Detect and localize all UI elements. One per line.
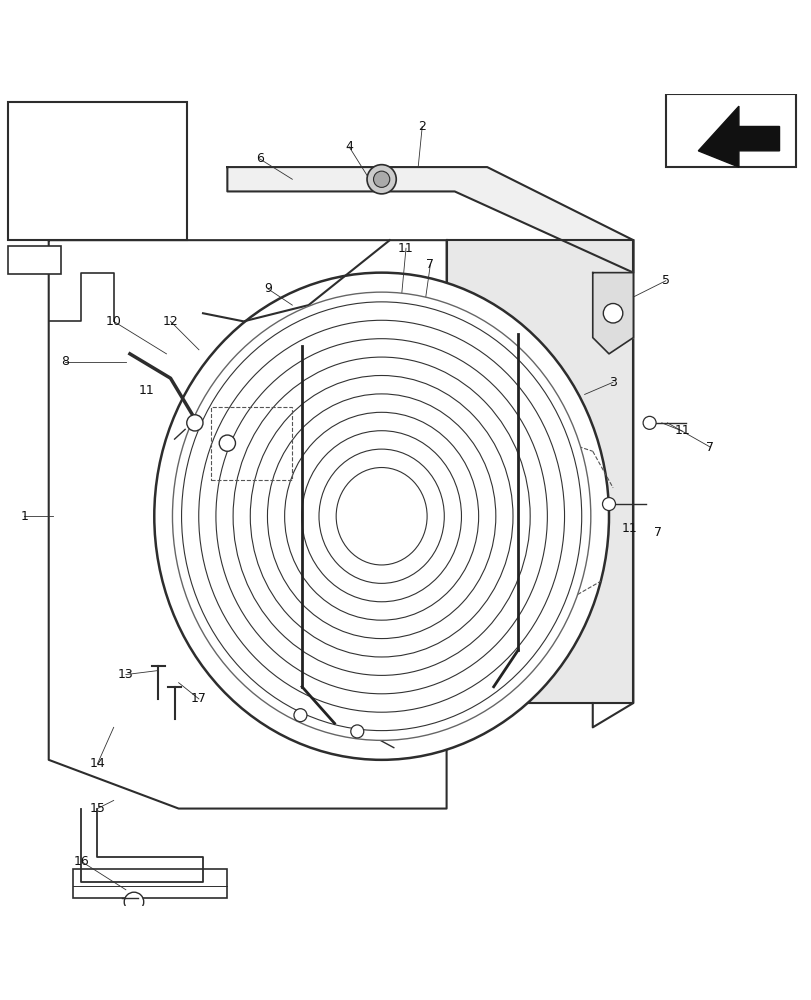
Text: 15: 15 xyxy=(89,802,105,815)
Circle shape xyxy=(219,435,235,451)
Polygon shape xyxy=(446,240,633,703)
Text: 8: 8 xyxy=(61,355,69,368)
Text: 10: 10 xyxy=(105,315,122,328)
Circle shape xyxy=(602,498,615,511)
Text: 7: 7 xyxy=(426,258,434,271)
Bar xyxy=(211,407,292,480)
Polygon shape xyxy=(697,106,779,167)
Polygon shape xyxy=(592,273,633,354)
Circle shape xyxy=(373,171,389,187)
Text: 7: 7 xyxy=(706,441,714,454)
Text: 7: 7 xyxy=(653,526,661,539)
Text: 14: 14 xyxy=(89,757,105,770)
Text: 11: 11 xyxy=(397,242,414,255)
Circle shape xyxy=(603,303,622,323)
Ellipse shape xyxy=(154,273,608,760)
Text: 1: 1 xyxy=(20,510,28,523)
Text: 2: 2 xyxy=(418,120,426,133)
Circle shape xyxy=(187,415,203,431)
Circle shape xyxy=(294,709,307,722)
Text: 11: 11 xyxy=(620,522,637,535)
Circle shape xyxy=(642,416,655,429)
Ellipse shape xyxy=(172,292,590,740)
Text: 3: 3 xyxy=(608,376,616,389)
Text: 11: 11 xyxy=(138,384,154,397)
Text: 11: 11 xyxy=(673,424,689,437)
Text: 4: 4 xyxy=(345,140,353,153)
Text: 12: 12 xyxy=(162,315,178,328)
Circle shape xyxy=(124,892,144,912)
Text: 5: 5 xyxy=(661,274,669,287)
Text: 17: 17 xyxy=(191,692,207,705)
Circle shape xyxy=(350,725,363,738)
Bar xyxy=(665,94,795,167)
Circle shape xyxy=(367,165,396,194)
Bar xyxy=(8,246,61,274)
Text: 13: 13 xyxy=(118,668,134,681)
Text: 9: 9 xyxy=(264,282,272,295)
Text: 16: 16 xyxy=(73,855,89,868)
Polygon shape xyxy=(227,167,633,273)
Bar xyxy=(8,102,187,240)
Bar xyxy=(73,869,227,898)
Text: 6: 6 xyxy=(255,152,264,165)
Bar xyxy=(89,163,109,183)
